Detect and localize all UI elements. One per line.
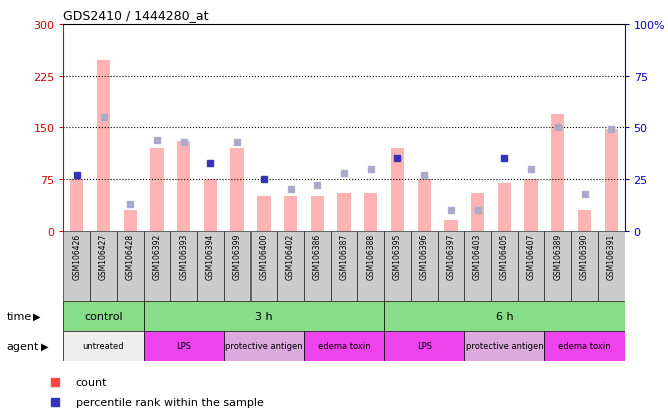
Text: GSM106386: GSM106386 — [313, 233, 322, 280]
Text: GDS2410 / 1444280_at: GDS2410 / 1444280_at — [63, 9, 209, 22]
Text: edema toxin: edema toxin — [318, 342, 370, 351]
Bar — [384, 331, 464, 361]
Text: GSM106403: GSM106403 — [473, 233, 482, 280]
Bar — [257, 197, 271, 231]
Bar — [471, 193, 484, 231]
Bar — [384, 301, 625, 331]
Bar — [204, 180, 217, 231]
Bar — [337, 193, 351, 231]
Text: GSM106399: GSM106399 — [232, 233, 242, 280]
Bar — [544, 331, 625, 361]
Text: GSM106394: GSM106394 — [206, 233, 215, 280]
Bar — [364, 193, 377, 231]
Bar — [197, 231, 224, 301]
Text: LPS: LPS — [417, 342, 432, 351]
Text: GSM106388: GSM106388 — [366, 233, 375, 280]
Text: percentile rank within the sample: percentile rank within the sample — [76, 397, 264, 407]
Text: GSM106405: GSM106405 — [500, 233, 509, 280]
Text: protective antigen: protective antigen — [466, 342, 543, 351]
Bar — [70, 180, 84, 231]
Text: 3 h: 3 h — [255, 311, 273, 321]
Bar — [144, 301, 384, 331]
Text: GSM106393: GSM106393 — [179, 233, 188, 280]
Text: LPS: LPS — [176, 342, 191, 351]
Text: GSM106407: GSM106407 — [526, 233, 536, 280]
Bar — [331, 231, 357, 301]
Text: count: count — [76, 377, 108, 387]
Text: GSM106387: GSM106387 — [339, 233, 349, 280]
Bar — [498, 183, 511, 231]
Text: edema toxin: edema toxin — [558, 342, 611, 351]
Text: GSM106389: GSM106389 — [553, 233, 562, 280]
Bar — [170, 231, 197, 301]
Bar — [117, 231, 144, 301]
Text: GSM106392: GSM106392 — [152, 233, 162, 280]
Text: GSM106400: GSM106400 — [259, 233, 269, 280]
Bar — [391, 149, 404, 231]
Bar — [578, 211, 591, 231]
Bar — [63, 331, 144, 361]
Bar — [224, 231, 250, 301]
Bar — [144, 231, 170, 301]
Text: ▶: ▶ — [33, 311, 41, 321]
Text: GSM106397: GSM106397 — [446, 233, 456, 280]
Bar — [63, 231, 90, 301]
Text: GSM106391: GSM106391 — [607, 233, 616, 280]
Bar — [177, 142, 190, 231]
Bar — [518, 231, 544, 301]
Bar — [544, 231, 571, 301]
Text: GSM106390: GSM106390 — [580, 233, 589, 280]
Text: protective antigen: protective antigen — [225, 342, 303, 351]
Bar — [304, 231, 331, 301]
Text: ▶: ▶ — [41, 341, 49, 351]
Bar — [571, 231, 598, 301]
Text: GSM106427: GSM106427 — [99, 233, 108, 280]
Bar — [524, 180, 538, 231]
Bar — [90, 231, 117, 301]
Bar — [605, 129, 618, 231]
Bar — [464, 231, 491, 301]
Bar — [277, 231, 304, 301]
Bar — [418, 180, 431, 231]
Bar — [491, 231, 518, 301]
Bar — [284, 197, 297, 231]
Text: GSM106428: GSM106428 — [126, 233, 135, 280]
Text: GSM106395: GSM106395 — [393, 233, 402, 280]
Bar — [464, 331, 544, 361]
Bar — [144, 331, 224, 361]
Bar — [224, 331, 304, 361]
Bar — [384, 231, 411, 301]
Bar — [304, 331, 384, 361]
Bar — [63, 301, 144, 331]
Text: GSM106396: GSM106396 — [420, 233, 429, 280]
Bar — [598, 231, 625, 301]
Text: GSM106426: GSM106426 — [72, 233, 81, 280]
Text: time: time — [7, 311, 32, 321]
Text: control: control — [84, 311, 123, 321]
Bar — [551, 114, 564, 231]
Bar — [311, 197, 324, 231]
Bar — [97, 61, 110, 231]
Bar — [230, 149, 244, 231]
Text: untreated: untreated — [83, 342, 124, 351]
Bar — [124, 211, 137, 231]
Bar — [444, 221, 458, 231]
Text: GSM106402: GSM106402 — [286, 233, 295, 280]
Bar — [438, 231, 464, 301]
Text: agent: agent — [7, 341, 39, 351]
Bar — [357, 231, 384, 301]
Bar — [411, 231, 438, 301]
Bar — [250, 231, 277, 301]
Text: 6 h: 6 h — [496, 311, 513, 321]
Bar — [150, 149, 164, 231]
